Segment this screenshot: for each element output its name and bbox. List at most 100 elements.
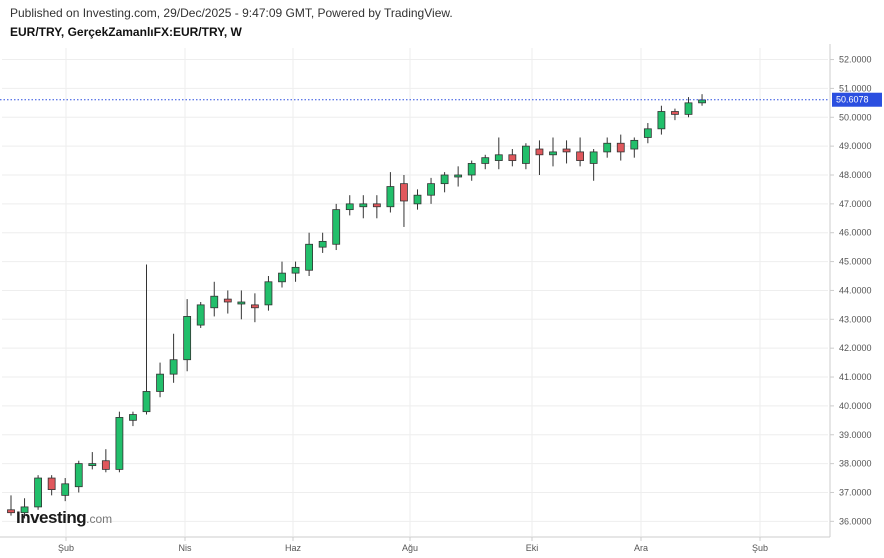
y-tick-label: 50.0000 [839,112,872,122]
candle [549,137,557,167]
candle [454,166,463,187]
last-price-label: 50.6078 [836,95,869,105]
candle [386,172,395,213]
y-tick-label: 36.0000 [839,516,872,526]
candle [47,475,56,496]
candle-body [440,174,449,185]
candle [237,290,246,320]
candle [616,134,625,161]
y-tick-label: 51.0000 [839,83,872,93]
candle [34,475,42,510]
candle [278,261,286,288]
candle-body [169,359,178,375]
candle [576,137,584,167]
candle-body [88,463,97,467]
candle [589,149,598,181]
candle [20,498,29,519]
x-tick-label: Şub [752,543,768,553]
candle [345,195,354,216]
x-tick-label: Haz [285,543,302,553]
candle-body [400,183,408,202]
symbol-title: EUR/TRY, GerçekZamanlıFX:EUR/TRY, W [10,25,242,39]
y-tick-label: 49.0000 [839,141,872,151]
candle [74,460,83,493]
candle-body [481,157,490,164]
candle-body [630,139,639,150]
candle [332,203,341,251]
x-tick-label: Eki [526,543,539,553]
candle-body [562,148,571,153]
last-price-layer: 50.6078 [0,92,882,107]
candle [427,177,435,204]
candle [183,299,192,372]
candle-body [535,148,544,156]
y-tick-label: 47.0000 [839,199,872,209]
candle-body [549,151,557,156]
candle [7,495,15,516]
candle-body [156,373,164,392]
candle-body [129,414,137,421]
candle-body [183,316,192,361]
candle [508,149,517,167]
candle [88,452,97,470]
logo-brand: Investing [16,508,87,527]
candle [535,140,544,175]
candle-body [332,209,341,245]
candle-body [278,272,286,283]
candle-body [34,477,42,508]
candle-body [494,154,503,161]
y-tick-label: 42.0000 [839,343,872,353]
candle-body [264,281,273,306]
candle [169,333,178,383]
candle [684,97,693,118]
candle-body [142,391,151,413]
y-axis: 36.0000 37.0000 38.0000 39.0000 40.0000 41.00… [829,44,872,537]
y-tick-label: 45.0000 [839,257,872,267]
last-price-tag [832,92,882,107]
candle [562,140,571,164]
candle [603,137,612,158]
candle [129,411,137,427]
candle [264,276,273,311]
candle [101,449,110,473]
candle [630,137,639,158]
x-tick-label: Ara [634,543,648,553]
candle-body [210,295,219,309]
candle-body [427,183,435,196]
candle-body [61,483,70,496]
candle [196,301,205,328]
candle [115,411,124,473]
candle-body [671,111,679,115]
candle [223,290,232,314]
candle [671,108,679,121]
y-tick-label: 44.0000 [839,285,872,295]
candle-body [47,477,56,490]
candle-body [101,460,110,470]
candle [142,264,151,415]
candle [156,362,164,398]
candle-body [616,142,625,153]
candle-body [20,506,29,514]
x-axis: Şub Nis Haz Ağu Eki Ara Şub [0,536,830,553]
candle-body [454,174,463,178]
candle-body [305,243,314,271]
candle-body [250,304,259,309]
published-note: Published on Investing.com, 29/Dec/2025 … [10,6,453,20]
candle-body [603,142,612,153]
candle-body [684,102,693,115]
candle [481,154,490,170]
candle [698,94,706,106]
candle [467,160,476,181]
investing-logo: Investing.com [16,508,112,528]
y-tick-label: 43.0000 [839,314,872,324]
candle-body [413,194,422,205]
candle [250,293,259,323]
candle-body [698,99,706,104]
candle-body [291,266,300,274]
candles-layer [7,94,706,519]
candle [61,478,70,502]
candle [522,143,530,170]
y-tick-label: 52.0000 [839,55,872,65]
candle [657,105,666,135]
